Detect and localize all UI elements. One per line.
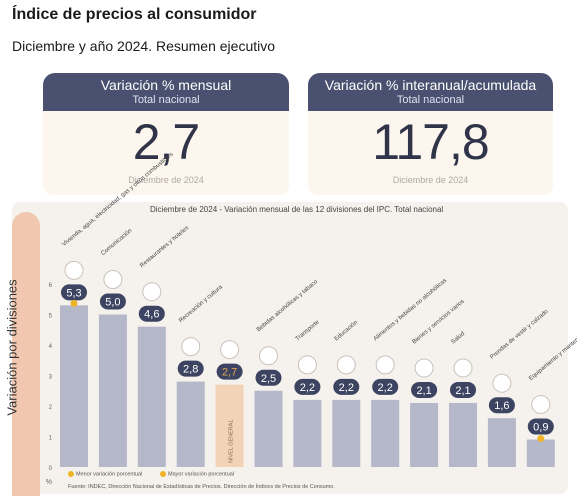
bar [332, 399, 361, 467]
category-label: Recreación y cultura [178, 284, 224, 324]
bar [254, 390, 283, 467]
annual-card-scope: Total nacional [396, 94, 465, 106]
y-unit-label: % [46, 479, 52, 486]
chart-title: Diciembre de 2024 - Variación mensual de… [150, 205, 444, 214]
value-label: 2,1 [455, 385, 470, 397]
bar [410, 402, 439, 467]
division-icon [453, 358, 473, 378]
value-label: 1,6 [494, 400, 509, 412]
division-icon [181, 337, 201, 357]
category-label: Educación [334, 320, 359, 343]
value-label: 2,2 [300, 382, 315, 394]
division-icon [492, 373, 512, 393]
category-label: Transporte [295, 319, 321, 343]
bar [487, 418, 516, 467]
division-icon [64, 260, 84, 280]
value-label: 2,8 [183, 364, 198, 376]
annual-value: 117,8 [372, 114, 489, 170]
category-label: Comunicación [100, 228, 133, 257]
category-label: Prendas de vestir y calzado [489, 308, 550, 360]
page-title: Índice de precios al consumidor [12, 6, 257, 23]
legend-max: Mayor variación porcentual [160, 471, 234, 477]
y-tick-label: 6 [49, 283, 53, 289]
bar [526, 439, 555, 467]
value-label: 0,9 [533, 422, 548, 434]
y-tick-label: 2 [49, 405, 53, 411]
monthly-card-body: 2,7 Diciembre de 2024 [43, 111, 289, 195]
category-label: Salud [450, 331, 466, 345]
value-badge [488, 397, 515, 414]
source-note: Fuente: INDEC, Dirección Nacional de Est… [68, 484, 335, 490]
general-level-label: NIVEL GENERAL [229, 419, 235, 463]
division-icon [414, 358, 434, 378]
value-label: 5,0 [105, 297, 120, 309]
value-label: 5,3 [66, 287, 81, 299]
value-badge [411, 381, 438, 398]
value-label: 2,2 [378, 382, 393, 394]
legend-max-dot [160, 471, 166, 477]
value-label: 4,6 [144, 309, 159, 321]
monthly-card-scope: Total nacional [132, 94, 200, 106]
bar [293, 399, 322, 467]
legend-max-label: Mayor variación porcentual [168, 471, 235, 478]
value-badge [177, 360, 204, 377]
bar [176, 381, 205, 467]
annual-card-body: 117,8 Diciembre de 2024 [308, 111, 553, 195]
annual-card-header: Variación % interanual/acumulada Total n… [308, 73, 553, 111]
value-badge [255, 369, 282, 386]
value-badge [450, 381, 476, 398]
division-icon [336, 355, 356, 375]
value-label: 2,2 [339, 382, 354, 394]
value-badge [61, 284, 87, 301]
monthly-value: 2,7 [132, 114, 201, 170]
y-tick-label: 4 [49, 344, 53, 350]
annual-date: Diciembre de 2024 [392, 175, 469, 185]
legend-min-label: Menor variación porcentual [76, 471, 143, 478]
value-label: 2,7 [222, 367, 237, 379]
y-tick-label: 0 [49, 466, 53, 472]
value-badge [527, 418, 554, 435]
legend-min: Menor variación porcentual [68, 471, 142, 477]
bar-general-level [215, 384, 244, 467]
max-marker [70, 299, 78, 307]
legend-min-dot [68, 471, 74, 477]
division-icon [531, 395, 551, 415]
value-badge [333, 378, 360, 395]
division-icon [103, 270, 123, 289]
division-icon [220, 340, 240, 360]
monthly-date: Diciembre de 2024 [128, 175, 204, 185]
value-badge [372, 378, 399, 395]
division-icon [259, 346, 278, 366]
category-label: Alimentos y bebidas no alcohólicas [373, 278, 448, 343]
monthly-card-header: Variación % mensual Total nacional [43, 73, 289, 111]
value-label: 2,1 [416, 385, 431, 397]
division-icon [142, 282, 162, 302]
bar [137, 326, 166, 467]
bar [449, 402, 477, 467]
monthly-card-heading: Variación % mensual [100, 77, 232, 93]
category-label: Restaurantes y hoteles [139, 225, 190, 269]
y-tick-label: 3 [49, 375, 53, 381]
division-icon [297, 355, 317, 375]
value-badge [294, 378, 321, 395]
value-label: 2,5 [261, 373, 276, 385]
bar [98, 314, 127, 467]
page-subtitle: Diciembre y año 2024. Resumen ejecutivo [12, 38, 276, 54]
bar [60, 305, 88, 467]
bar [371, 399, 400, 467]
division-icon [375, 355, 395, 375]
y-tick-label: 5 [49, 314, 53, 320]
min-marker [537, 435, 545, 443]
value-badge [216, 363, 243, 380]
value-badge [99, 293, 126, 310]
y-tick-label: 1 [49, 436, 53, 442]
y-axis-band [12, 212, 40, 496]
value-badge [138, 305, 165, 322]
annual-card-heading: Variación % interanual/acumulada [324, 77, 537, 93]
category-label: Vivienda, agua, electricidad, gas y otro… [61, 152, 174, 248]
